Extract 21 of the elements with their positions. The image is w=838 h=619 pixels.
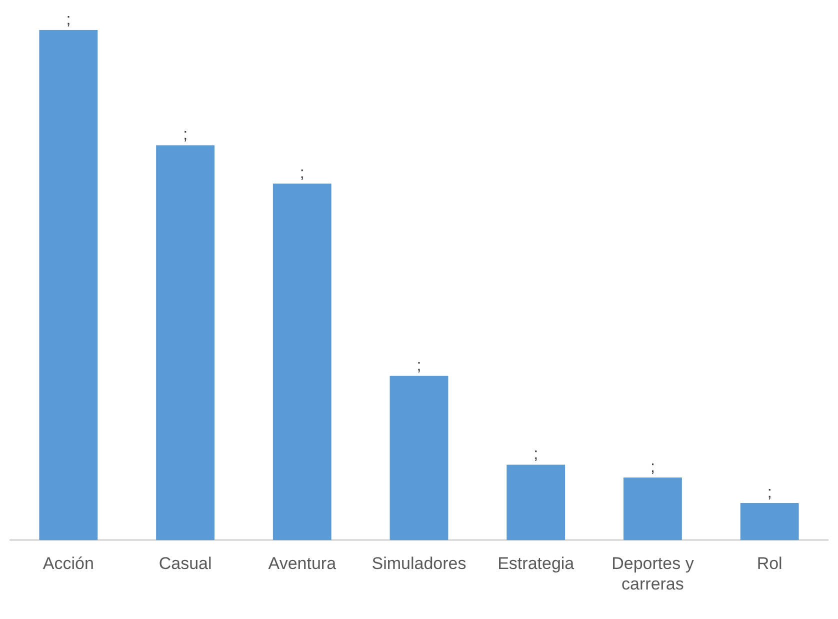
annotation: ; [416, 357, 422, 374]
annotation: ; [534, 446, 538, 464]
x-tick-label: Rol [756, 554, 782, 574]
bar [740, 502, 799, 540]
bar [390, 376, 448, 540]
annotation: ; [767, 484, 772, 502]
x-tick-label: Simuladores [372, 554, 466, 574]
x-tick-label: Aventura [268, 554, 337, 574]
bar [506, 464, 566, 540]
x-tick-label: Deportes y carreras [612, 554, 694, 594]
bar [39, 30, 98, 540]
bar [272, 184, 332, 540]
x-tick-label: Estrategia [498, 554, 575, 574]
annotation: ; [183, 126, 188, 144]
bar [156, 145, 214, 540]
x-tick-label: Acción [42, 554, 94, 574]
annotation: ; [650, 458, 655, 476]
annotation: ; [300, 164, 304, 182]
bar [624, 477, 682, 540]
x-tick-label: Casual [158, 554, 212, 574]
annotation: ; [66, 11, 71, 28]
